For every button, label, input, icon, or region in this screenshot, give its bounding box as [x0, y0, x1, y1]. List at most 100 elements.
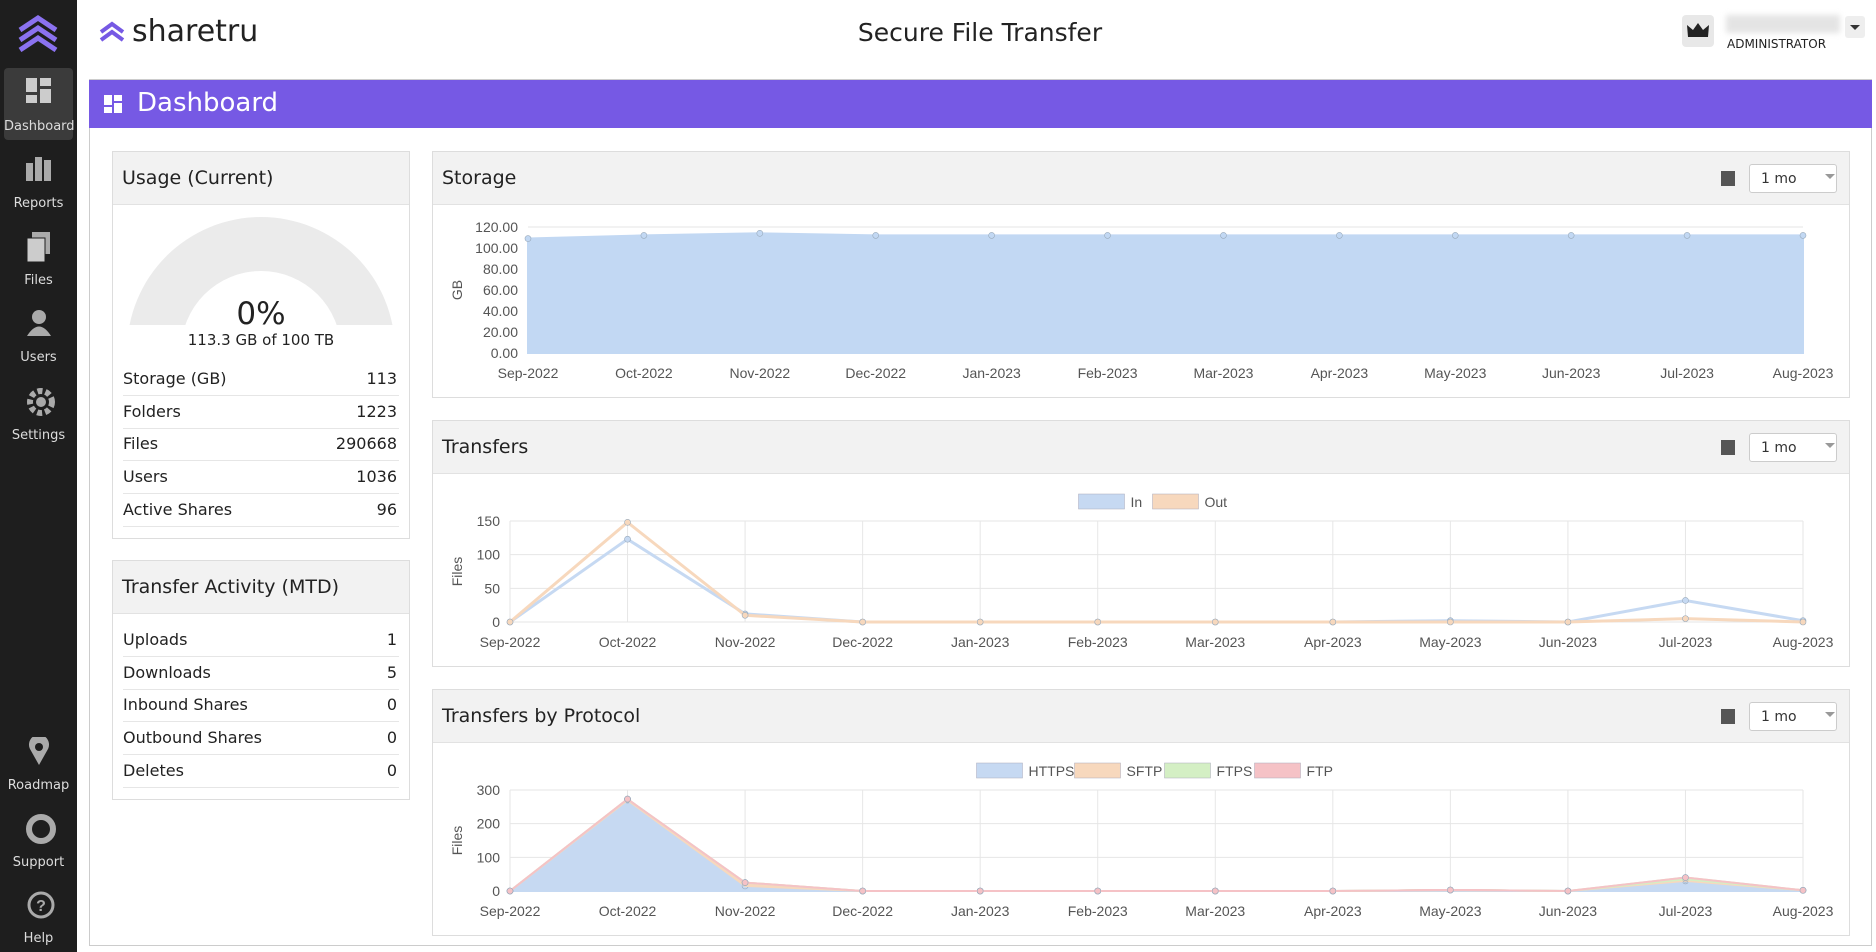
point — [1447, 886, 1454, 894]
point — [976, 618, 984, 626]
calendar-button[interactable] — [1719, 438, 1737, 456]
legend-label: HTTPS — [1029, 763, 1075, 779]
x-tick-label: Sep-2022 — [498, 365, 559, 381]
logo — [18, 14, 58, 52]
card-title: Transfer Activity (MTD) — [113, 561, 409, 614]
chart: 0.00 20.00 40.00 60.00 80.00 100.00 120.00 Sep-… — [449, 219, 1834, 381]
stat-label: Downloads — [123, 662, 211, 682]
stat-label: Storage (GB) — [123, 369, 227, 388]
calendar-icon — [1721, 440, 1735, 455]
nav-item[interactable]: Settings — [4, 377, 73, 449]
x-tick-label: Feb-2023 — [1068, 634, 1128, 650]
stat-value: 0 — [386, 695, 397, 715]
point — [1682, 597, 1689, 604]
brand: sharetru — [132, 14, 259, 49]
nav-item[interactable]: Roadmap — [4, 727, 73, 799]
stat-value: 1223 — [356, 401, 397, 421]
stat-value: 290668 — [335, 434, 397, 454]
legend-swatch — [1164, 762, 1211, 779]
point — [1682, 874, 1689, 881]
calendar-button[interactable] — [1719, 707, 1737, 725]
point — [976, 887, 984, 895]
main-frame — [89, 79, 1872, 946]
point — [640, 232, 648, 239]
x-tick-label: Jul-2023 — [1659, 903, 1713, 919]
x-tick-label: Aug-2023 — [1773, 365, 1834, 381]
point — [1564, 618, 1572, 626]
stat-label: Deletes — [123, 760, 184, 780]
period-select[interactable]: 1 mo — [1749, 702, 1837, 731]
crown-button[interactable] — [1682, 15, 1714, 47]
x-tick-label: Apr-2023 — [1304, 903, 1362, 919]
stat-row: Active Shares 96 — [123, 494, 399, 527]
nav-item[interactable]: ? Help — [4, 880, 73, 952]
point — [1451, 232, 1459, 239]
point — [1220, 232, 1227, 239]
caret — [1825, 174, 1835, 184]
period-select[interactable]: 1 mo — [1749, 164, 1837, 193]
area — [527, 232, 1804, 354]
nav-label: Roadmap — [7, 778, 70, 793]
y-tick-label: 60.00 — [483, 282, 518, 298]
point — [524, 235, 532, 242]
stat-label: Inbound Shares — [123, 695, 248, 715]
y-tick-label: 100 — [477, 849, 501, 865]
stat-label: Uploads — [123, 630, 188, 649]
nav-item[interactable]: Files — [4, 222, 73, 294]
nav-label: Help — [23, 931, 54, 946]
nav-label: Dashboard — [4, 119, 75, 134]
y-tick-label: 0 — [492, 883, 500, 899]
chart-card: Transfers by Protocol 1 mo 0 100 200 300 Sep-2… — [432, 689, 1850, 936]
stat-value: 96 — [376, 499, 397, 519]
point — [624, 519, 631, 526]
gauge-percent: 0% — [236, 296, 286, 332]
stat-label: Files — [123, 434, 159, 454]
nav-label: Files — [24, 273, 53, 288]
x-tick-label: Jan-2023 — [962, 365, 1021, 381]
svg-text:?: ? — [36, 898, 46, 915]
gauge-summary: 113.3 GB of 100 TB — [187, 331, 335, 349]
nav-item[interactable]: Users — [4, 299, 73, 371]
calendar-button[interactable] — [1719, 169, 1737, 187]
nav-item[interactable]: Dashboard — [4, 68, 75, 140]
point — [988, 232, 995, 239]
card-title: Usage (Current) — [113, 152, 409, 205]
chart: 0 50 100 150 Sep-2022 Oct-2022 Nov-2022 Dec-202… — [449, 493, 1834, 650]
x-tick-label: Oct-2022 — [599, 634, 657, 650]
app-title: Secure File Transfer — [857, 18, 1103, 47]
stat-row: Storage (GB) 113 — [123, 363, 399, 396]
point — [741, 879, 749, 886]
card-title: Transfers by Protocol — [433, 690, 1849, 743]
point — [1336, 232, 1343, 239]
stat-row: Outbound Shares 0 — [123, 722, 399, 756]
page-header: Dashboard — [89, 80, 1872, 128]
nav-label: Reports — [13, 196, 64, 211]
y-axis-title: Files — [449, 557, 465, 587]
y-tick-label: 100.00 — [475, 240, 518, 256]
sidebar: Dashboard Reports Files Users Settings R… — [0, 0, 77, 952]
stat-row: Inbound Shares 0 — [123, 689, 399, 723]
x-tick-label: Dec-2022 — [832, 903, 893, 919]
x-tick-label: Nov-2022 — [715, 634, 776, 650]
x-tick-label: Aug-2023 — [1773, 903, 1834, 919]
stat-label: Outbound Shares — [123, 728, 262, 748]
usage-card: Usage (Current) 0% 113.3 GB of 100 TB St… — [112, 151, 410, 539]
stat-row: Uploads 1 — [123, 624, 399, 657]
y-tick-label: 200 — [477, 816, 501, 832]
point — [1211, 618, 1219, 626]
legend-swatch — [1074, 762, 1121, 779]
nav-label: Users — [20, 350, 57, 365]
caret — [1825, 712, 1835, 722]
nav-item[interactable]: Reports — [4, 145, 73, 217]
x-tick-label: Apr-2023 — [1304, 634, 1362, 650]
stat-label: Folders — [123, 401, 181, 421]
line — [509, 520, 1804, 624]
legend-swatch — [976, 762, 1023, 779]
x-tick-label: Jul-2023 — [1660, 365, 1714, 381]
x-tick-label: Aug-2023 — [1773, 634, 1834, 650]
nav-item[interactable]: Support — [4, 804, 73, 876]
stat-row: Users 1036 — [123, 461, 399, 495]
period-select[interactable]: 1 mo — [1749, 433, 1837, 462]
point — [859, 618, 866, 626]
user-menu[interactable] — [1845, 16, 1865, 38]
